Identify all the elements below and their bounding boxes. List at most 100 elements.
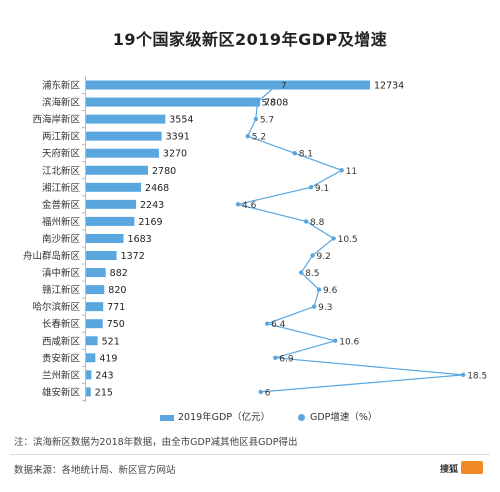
bar-value-label: 2243 xyxy=(140,200,164,211)
bar xyxy=(86,131,162,141)
growth-point xyxy=(255,99,260,105)
category-label: 金普新区 xyxy=(42,199,81,211)
category-label: 赣江新区 xyxy=(42,284,81,296)
bar-value-label: 215 xyxy=(95,387,113,398)
chart-note: 注：滨海新区数据为2018年数据，由全市GDP减其他区县GDP得出 xyxy=(14,437,298,448)
growth-value-label: 9.2 xyxy=(317,252,331,262)
bar-value-label: 882 xyxy=(110,268,128,279)
bar-value-label: 243 xyxy=(95,370,113,381)
bar xyxy=(86,268,106,278)
growth-point xyxy=(245,133,250,139)
growth-value-label: 8.1 xyxy=(299,150,313,160)
growth-point xyxy=(310,253,315,258)
bar xyxy=(86,97,261,107)
bar xyxy=(86,216,135,226)
growth-value-label: 7 xyxy=(281,82,287,92)
growth-value-label: 18.5 xyxy=(467,371,487,381)
growth-point xyxy=(264,321,270,326)
bar-value-label: 3391 xyxy=(166,132,190,143)
bar-value-label: 7808 xyxy=(264,98,288,109)
bar-value-label: 12734 xyxy=(374,81,404,92)
bar-value-label: 3554 xyxy=(169,115,193,126)
growth-point xyxy=(292,151,297,156)
growth-value-label: 4.6 xyxy=(242,201,257,211)
growth-point xyxy=(333,338,338,343)
category-label: 南沙新区 xyxy=(42,233,81,245)
bar-value-label: 771 xyxy=(107,302,125,313)
growth-value-label: 9.1 xyxy=(315,184,329,194)
growth-point xyxy=(461,372,466,378)
growth-point xyxy=(274,82,280,88)
category-label: 长春新区 xyxy=(42,318,81,330)
growth-value-label: 9.6 xyxy=(323,286,338,296)
legend-item-growth: GDP增速（%） xyxy=(298,409,377,423)
bar xyxy=(86,353,96,363)
bar xyxy=(86,165,149,175)
growth-value-label: 6.9 xyxy=(279,354,294,364)
chart-title: 19个国家级新区2019年GDP及增速 xyxy=(112,30,388,49)
growth-point xyxy=(235,202,241,207)
bar xyxy=(86,285,105,295)
growth-value-label: 5.7 xyxy=(260,116,274,126)
category-labels: 浦东新区滨海新区西海岸新区两江新区天府新区江北新区湘江新区金普新区福州新区南沙新… xyxy=(23,80,81,399)
bar-value-label: 750 xyxy=(107,319,125,330)
category-label: 天府新区 xyxy=(42,148,81,160)
bar xyxy=(86,336,98,346)
category-label: 福州新区 xyxy=(42,216,81,228)
growth-points xyxy=(235,82,466,395)
growth-value-label: 8.8 xyxy=(310,218,325,228)
category-label: 滇中新区 xyxy=(42,267,81,279)
bar-value-label: 3270 xyxy=(163,149,187,160)
data-source: 数据来源：各地统计局、新区官方网站 xyxy=(14,465,176,476)
category-label: 湘江新区 xyxy=(42,182,81,194)
bar-value-labels: 12734 7808 3554 3391 3270 2780 2468 2243 2169 168… xyxy=(95,81,404,399)
category-label: 浦东新区 xyxy=(42,80,81,92)
chart-svg: 浦东新区滨海新区西海岸新区两江新区天府新区江北新区湘江新区金普新区福州新区南沙新… xyxy=(23,76,487,402)
legend-dot-swatch xyxy=(298,414,305,421)
growth-point xyxy=(273,355,278,360)
bar xyxy=(86,199,137,209)
category-label: 西咸新区 xyxy=(42,335,81,347)
category-label: 滨海新区 xyxy=(42,97,81,109)
category-label: 两江新区 xyxy=(42,131,81,143)
bar xyxy=(86,251,117,260)
bar xyxy=(86,80,370,90)
divider xyxy=(10,454,490,455)
legend-gdp-label: 2019年GDP（亿元） xyxy=(178,412,271,423)
bar xyxy=(86,233,124,243)
bar xyxy=(86,302,104,312)
bar-value-label: 2468 xyxy=(145,183,169,194)
bar xyxy=(86,370,92,380)
bar-value-label: 521 xyxy=(102,336,120,347)
bar-series xyxy=(86,80,370,397)
category-label: 舟山群岛新区 xyxy=(23,250,81,262)
growth-value-label: 6 xyxy=(265,388,271,398)
growth-value-label: 10.6 xyxy=(339,337,359,347)
bar-value-label: 820 xyxy=(108,285,126,296)
legend-item-gdp: 2019年GDP（亿元） xyxy=(160,409,270,423)
growth-point xyxy=(299,270,304,275)
growth-point xyxy=(308,185,314,190)
growth-point xyxy=(253,116,259,122)
bar xyxy=(86,387,91,397)
category-label: 哈尔滨新区 xyxy=(32,301,80,313)
growth-value-label: 8.5 xyxy=(305,269,319,279)
category-label: 江北新区 xyxy=(42,165,81,177)
legend-bar-swatch xyxy=(160,414,174,421)
bar-value-label: 1683 xyxy=(128,234,152,245)
growth-point xyxy=(303,219,309,224)
growth-point xyxy=(331,236,336,241)
bar xyxy=(86,148,159,158)
category-label: 贵安新区 xyxy=(42,352,81,364)
bar-value-label: 1372 xyxy=(121,251,145,262)
growth-value-label: 6.4 xyxy=(271,320,286,330)
growth-value-label: 9.3 xyxy=(318,303,332,313)
growth-value-label: 10.5 xyxy=(338,235,358,245)
brand-logo: 搜狐 xyxy=(440,460,484,476)
growth-point xyxy=(316,287,322,292)
legend-growth-label: GDP增速（%） xyxy=(310,412,378,423)
category-label: 兰州新区 xyxy=(42,369,81,381)
bar-value-label: 2780 xyxy=(152,166,176,177)
growth-point xyxy=(339,168,344,173)
bar xyxy=(86,114,166,124)
